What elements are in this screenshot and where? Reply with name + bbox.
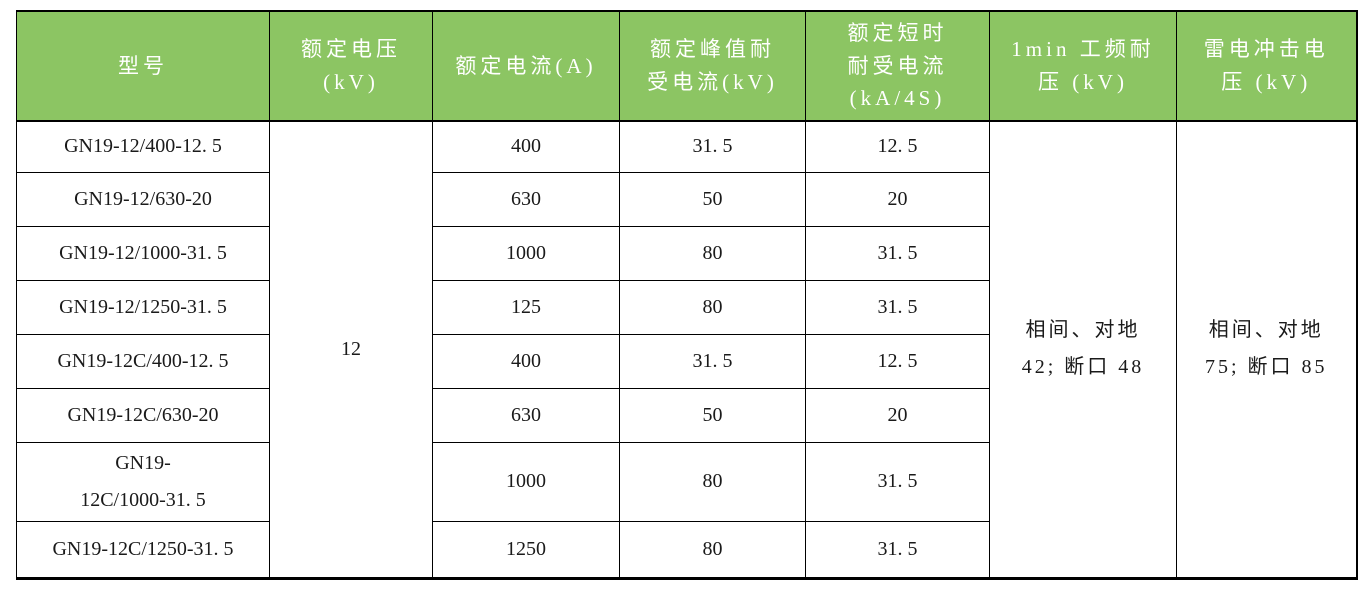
column-header-peak-withstand: 额定峰值耐 受电流(kV) bbox=[619, 10, 806, 122]
peak-cell: 50 bbox=[619, 387, 806, 443]
table-row: GN19-12C/630-20 630 50 20 bbox=[16, 387, 1357, 443]
peak-cell: 80 bbox=[619, 279, 806, 335]
rated-voltage-cell: 12 bbox=[269, 120, 433, 579]
column-header-power-freq: 1min 工频耐 压 (kV) bbox=[989, 10, 1177, 122]
header-row: 型号 额定电压 (kV) 额定电流(A) 额定峰值耐 受电流(kV) 额定短时 … bbox=[16, 10, 1357, 122]
power-freq-cell: 相间、对地 42; 断口 48 bbox=[989, 120, 1177, 579]
short-time-cell: 20 bbox=[805, 387, 990, 443]
table-row: GN19-12C/1250-31. 5 1250 80 31. 5 bbox=[16, 520, 1357, 579]
short-time-cell: 31. 5 bbox=[805, 279, 990, 335]
short-time-cell: 12. 5 bbox=[805, 120, 990, 173]
model-cell: GN19-12/400-12. 5 bbox=[16, 120, 270, 173]
column-header-model: 型号 bbox=[16, 10, 270, 122]
current-cell: 400 bbox=[432, 120, 620, 173]
current-cell: 1000 bbox=[432, 225, 620, 281]
column-header-rated-current: 额定电流(A) bbox=[432, 10, 620, 122]
column-header-lightning: 雷电冲击电 压 (kV) bbox=[1176, 10, 1357, 122]
table-row: GN19-12/1250-31. 5 125 80 31. 5 bbox=[16, 279, 1357, 335]
model-cell: GN19-12C/400-12. 5 bbox=[16, 333, 270, 389]
table-row: GN19-12/1000-31. 5 1000 80 31. 5 bbox=[16, 225, 1357, 281]
product-spec-table: 型号 额定电压 (kV) 额定电流(A) 额定峰值耐 受电流(kV) 额定短时 … bbox=[16, 10, 1358, 580]
short-time-cell: 12. 5 bbox=[805, 333, 990, 389]
table-row: GN19-12C/400-12. 5 400 31. 5 12. 5 bbox=[16, 333, 1357, 389]
table-row: GN19-12/630-20 630 50 20 bbox=[16, 171, 1357, 227]
model-cell: GN19-12/630-20 bbox=[16, 171, 270, 227]
peak-cell: 50 bbox=[619, 171, 806, 227]
model-cell: GN19-12/1000-31. 5 bbox=[16, 225, 270, 281]
peak-cell: 80 bbox=[619, 520, 806, 579]
model-cell: GN19-12/1250-31. 5 bbox=[16, 279, 270, 335]
lightning-cell: 相间、对地 75; 断口 85 bbox=[1176, 120, 1357, 579]
column-header-rated-voltage: 额定电压 (kV) bbox=[269, 10, 433, 122]
short-time-cell: 31. 5 bbox=[805, 225, 990, 281]
column-header-short-time: 额定短时 耐受电流 (kA/4S) bbox=[805, 10, 990, 122]
table-row: GN19-12/400-12. 5 12 400 31. 5 12. 5 相间、… bbox=[16, 120, 1357, 579]
peak-cell: 31. 5 bbox=[619, 120, 806, 173]
model-cell: GN19-12C/630-20 bbox=[16, 387, 270, 443]
current-cell: 400 bbox=[432, 333, 620, 389]
short-time-cell: 31. 5 bbox=[805, 441, 990, 522]
current-cell: 125 bbox=[432, 279, 620, 335]
current-cell: 1250 bbox=[432, 520, 620, 579]
current-cell: 630 bbox=[432, 171, 620, 227]
model-cell: GN19-12C/1250-31. 5 bbox=[16, 520, 270, 579]
peak-cell: 80 bbox=[619, 225, 806, 281]
spec-table-container: 型号 额定电压 (kV) 额定电流(A) 额定峰值耐 受电流(kV) 额定短时 … bbox=[16, 10, 1358, 580]
peak-cell: 31. 5 bbox=[619, 333, 806, 389]
current-cell: 1000 bbox=[432, 441, 620, 522]
short-time-cell: 20 bbox=[805, 171, 990, 227]
model-cell: GN19- 12C/1000-31. 5 bbox=[16, 441, 270, 522]
current-cell: 630 bbox=[432, 387, 620, 443]
short-time-cell: 31. 5 bbox=[805, 520, 990, 579]
peak-cell: 80 bbox=[619, 441, 806, 522]
